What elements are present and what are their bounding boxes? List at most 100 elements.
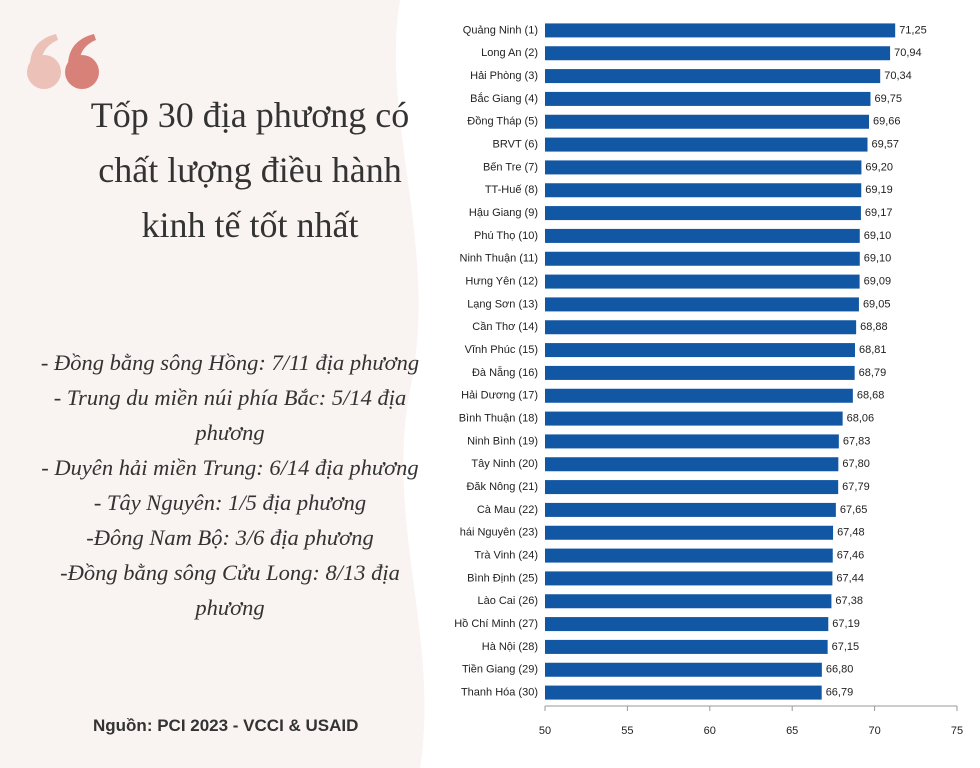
category-label: Đăk Nông (21) bbox=[466, 481, 538, 493]
x-tick-label: 50 bbox=[539, 725, 551, 737]
category-label: Bình Định (25) bbox=[467, 572, 538, 584]
value-label: 69,75 bbox=[874, 93, 902, 105]
category-label: Cần Thơ (14) bbox=[472, 321, 538, 333]
x-tick-label: 70 bbox=[868, 725, 880, 737]
bar bbox=[545, 662, 822, 677]
category-label: Đồng Tháp (5) bbox=[467, 116, 538, 128]
bar bbox=[545, 365, 855, 380]
bar bbox=[545, 639, 828, 654]
x-tick-label: 60 bbox=[704, 725, 716, 737]
bar bbox=[545, 457, 839, 472]
value-label: 67,44 bbox=[836, 572, 864, 584]
value-label: 68,81 bbox=[859, 344, 887, 356]
value-label: 70,34 bbox=[884, 70, 912, 82]
category-label: Đà Nẵng (16) bbox=[472, 366, 538, 379]
value-label: 68,68 bbox=[857, 390, 885, 402]
category-label: BRVT (6) bbox=[493, 138, 538, 150]
bar bbox=[545, 137, 868, 152]
value-label: 69,10 bbox=[864, 230, 892, 242]
x-tick-label: 75 bbox=[951, 725, 963, 737]
category-label: Hồ Chí Minh (27) bbox=[454, 618, 538, 630]
category-label: Ninh Bình (19) bbox=[467, 435, 538, 447]
category-label: Cà Mau (22) bbox=[477, 504, 538, 516]
bar bbox=[545, 434, 839, 449]
value-label: 68,06 bbox=[847, 412, 875, 424]
value-label: 66,80 bbox=[826, 664, 854, 676]
bar bbox=[545, 594, 832, 609]
category-label: Thanh Hóa (30) bbox=[461, 686, 538, 698]
bar bbox=[545, 525, 834, 540]
value-label: 67,48 bbox=[837, 527, 865, 539]
bar bbox=[545, 480, 839, 495]
value-label: 68,79 bbox=[859, 367, 887, 379]
category-label: Bình Thuận (18) bbox=[459, 412, 538, 424]
value-label: 69,66 bbox=[873, 116, 901, 128]
bar bbox=[545, 114, 869, 129]
quote-mark bbox=[27, 34, 99, 89]
category-label: Vĩnh Phúc (15) bbox=[465, 344, 538, 356]
left-panel bbox=[0, 0, 425, 768]
category-label: Tây Ninh (20) bbox=[471, 458, 538, 470]
value-label: 67,19 bbox=[832, 618, 860, 630]
value-label: 67,65 bbox=[840, 504, 868, 516]
value-label: 68,88 bbox=[860, 321, 888, 333]
note: -Đồng bằng sông Cửu Long: 8/13 địa phươn… bbox=[60, 560, 400, 620]
value-label: 69,09 bbox=[864, 275, 892, 287]
bar bbox=[545, 183, 862, 198]
value-label: 71,25 bbox=[899, 24, 927, 36]
category-label: Quảng Ninh (1) bbox=[463, 24, 538, 36]
category-label: Hải Dương (17) bbox=[461, 390, 538, 402]
x-tick-label: 55 bbox=[621, 725, 633, 737]
value-label: 69,10 bbox=[864, 253, 892, 265]
category-label: Hưng Yên (12) bbox=[465, 275, 538, 287]
value-label: 67,15 bbox=[832, 641, 860, 653]
category-label: hái Nguyên (23) bbox=[460, 527, 538, 539]
value-label: 70,94 bbox=[894, 47, 922, 59]
value-label: 66,79 bbox=[826, 686, 854, 698]
category-label: Tiền Giang (29) bbox=[462, 664, 538, 676]
bar bbox=[545, 46, 891, 61]
category-label: Hậu Giang (9) bbox=[469, 207, 538, 219]
category-label: Phú Thọ (10) bbox=[474, 230, 538, 242]
value-label: 67,38 bbox=[835, 595, 863, 607]
category-label: Ninh Thuận (11) bbox=[460, 253, 538, 265]
category-label: Bắc Giang (4) bbox=[470, 92, 538, 105]
bar bbox=[545, 685, 822, 700]
note: - Duyên hải miền Trung: 6/14 địa phương bbox=[41, 455, 419, 480]
category-label: Lào Cai (26) bbox=[477, 595, 538, 607]
bar bbox=[545, 274, 860, 289]
bar bbox=[545, 160, 862, 175]
category-label: Hà Nội (28) bbox=[482, 641, 538, 653]
bar bbox=[545, 320, 857, 335]
category-label: TT-Huế (8) bbox=[485, 184, 538, 196]
value-label: 67,80 bbox=[842, 458, 870, 470]
value-label: 69,05 bbox=[863, 298, 891, 310]
bar bbox=[545, 91, 871, 106]
title: Tốp 30 địa phương có chất lượng điều hàn… bbox=[90, 95, 410, 245]
value-label: 67,79 bbox=[842, 481, 870, 493]
note: - Đồng bằng sông Hồng: 7/11 địa phương bbox=[40, 350, 420, 375]
value-label: 67,46 bbox=[837, 549, 865, 561]
bar bbox=[545, 251, 860, 266]
value-label: 69,20 bbox=[865, 161, 893, 173]
category-label: Hải Phòng (3) bbox=[470, 70, 538, 82]
note: - Tây Nguyên: 1/5 địa phương bbox=[93, 490, 367, 515]
bar bbox=[545, 388, 853, 403]
bar bbox=[545, 69, 881, 84]
x-tick-label: 65 bbox=[786, 725, 798, 737]
bar bbox=[545, 206, 861, 221]
bar bbox=[545, 571, 833, 586]
bar bbox=[545, 23, 896, 38]
value-label: 67,83 bbox=[843, 435, 871, 447]
bar bbox=[545, 548, 833, 563]
bar bbox=[545, 297, 859, 312]
value-label: 69,57 bbox=[872, 138, 900, 150]
category-label: Trà Vinh (24) bbox=[474, 549, 538, 561]
category-label: Bến Tre (7) bbox=[483, 161, 538, 173]
source: Nguồn: PCI 2023 - VCCI & USAID bbox=[93, 716, 359, 735]
bar bbox=[545, 228, 860, 243]
bar bbox=[545, 502, 836, 517]
note: -Đông Nam Bộ: 3/6 địa phương bbox=[86, 525, 374, 550]
